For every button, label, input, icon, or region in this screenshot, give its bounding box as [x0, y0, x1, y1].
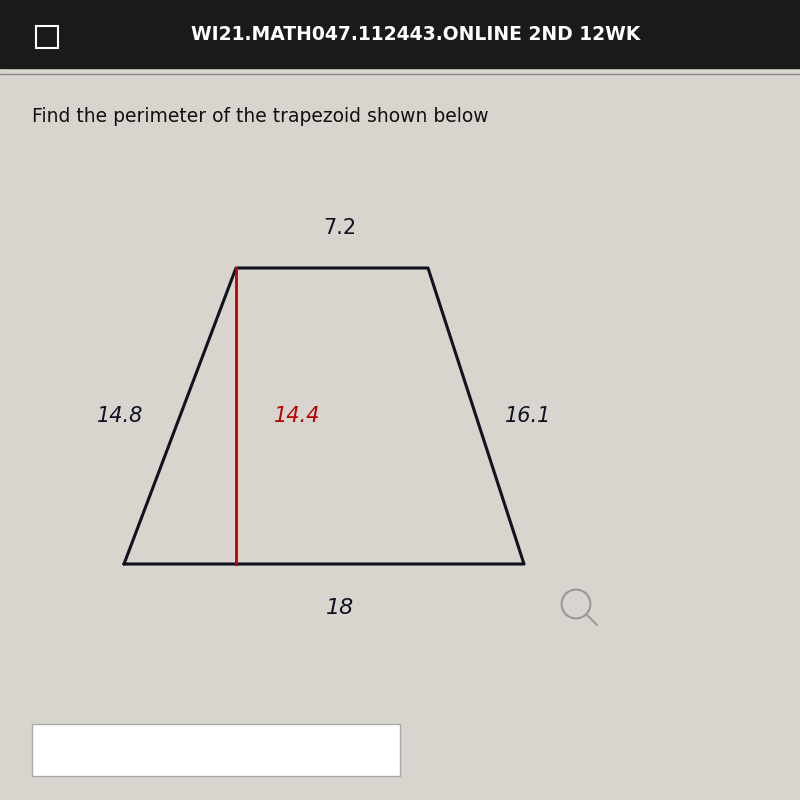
Text: 18: 18	[326, 598, 354, 618]
Text: WI21.MATH047.112443.ONLINE 2ND 12WK: WI21.MATH047.112443.ONLINE 2ND 12WK	[191, 25, 641, 43]
Text: 14.8: 14.8	[97, 406, 143, 426]
Bar	[32, 724, 400, 776]
Bar	[0, 0, 800, 68]
Text: 16.1: 16.1	[505, 406, 551, 426]
Text: Find the perimeter of the trapezoid shown below: Find the perimeter of the trapezoid show…	[32, 106, 489, 126]
Bar	[36, 26, 58, 48]
Text: 14.4: 14.4	[274, 406, 321, 426]
Text: 7.2: 7.2	[323, 218, 357, 238]
